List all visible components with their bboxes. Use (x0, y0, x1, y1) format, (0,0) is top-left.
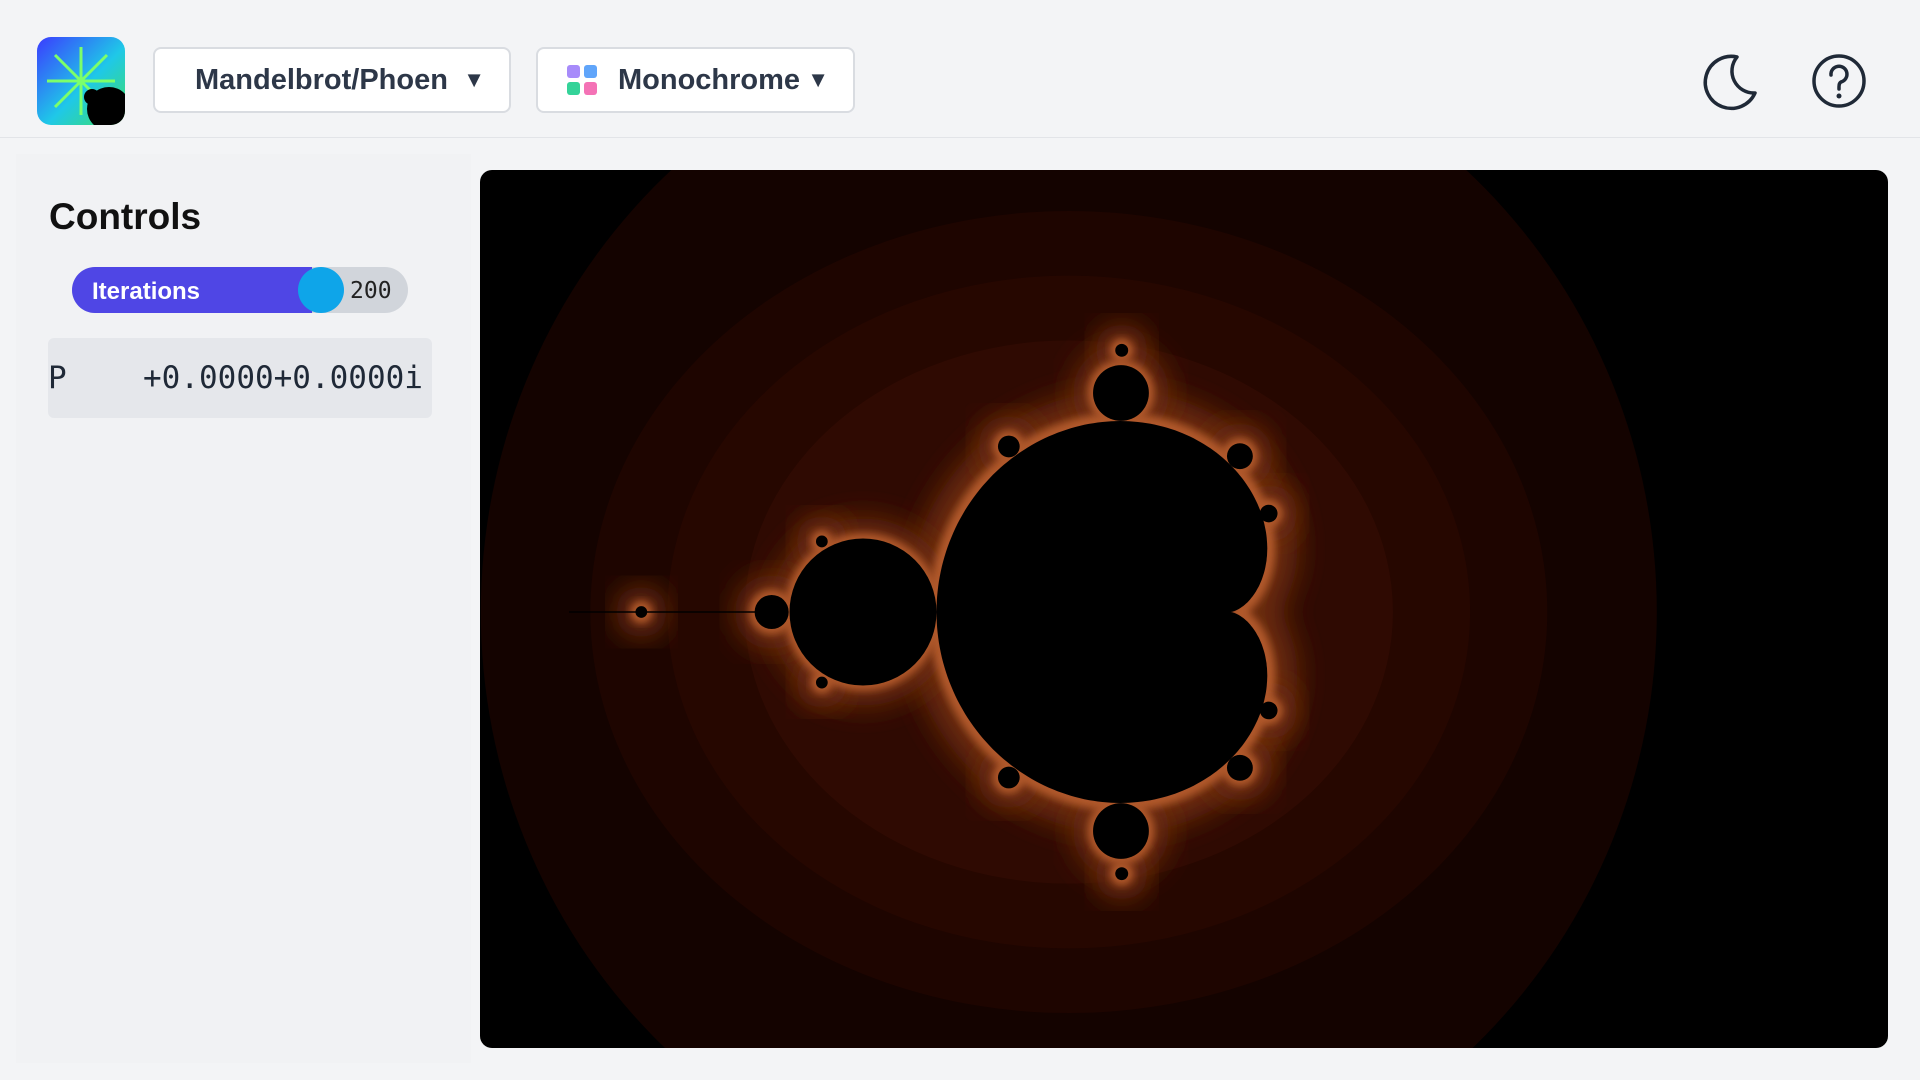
param-label: P (48, 360, 67, 396)
mandelbrot-bulb (1093, 365, 1149, 421)
slider-fill (72, 267, 312, 313)
mandelbrot-bulb (789, 538, 937, 686)
palette-select[interactable]: Monochrome ▼ (536, 47, 855, 113)
palette-icon (567, 65, 597, 95)
param-value: +0.0000+0.0000i (143, 360, 423, 396)
mandelbrot-bulb (997, 435, 1020, 458)
mandelbrot-bulb (1115, 343, 1129, 357)
mandelbrot-bulb (1115, 867, 1129, 881)
help-button[interactable] (1810, 52, 1868, 110)
mandelbrot-bulb (815, 676, 828, 689)
slider-label: Iterations (92, 278, 201, 305)
slider-knob[interactable] (298, 267, 344, 313)
panel-title: Controls (49, 196, 202, 237)
mandelbrot-set (936, 421, 1268, 803)
app-logo[interactable] (37, 37, 125, 125)
mandelbrot-bulb (997, 766, 1020, 789)
header: Mandelbrot/Phoeni ▼ Monochrome ▼ (0, 0, 1920, 138)
fractal-select[interactable]: Mandelbrot/Phoeni ▼ (153, 47, 511, 113)
dropdown-caret: ▼ (807, 67, 829, 92)
fractal-select-text: Mandelbrot/Phoeni (195, 63, 450, 96)
param-field[interactable]: P +0.0000+0.0000i (48, 338, 432, 418)
fractal-canvas[interactable] (480, 170, 1888, 1048)
mandelbrot-bulb (1226, 443, 1253, 470)
dropdown-caret: ▼ (463, 67, 485, 92)
mandelbrot-bulb (1093, 803, 1149, 859)
theme-toggle[interactable] (1697, 49, 1761, 113)
mandelbrot-bulb (815, 535, 828, 548)
palette-select-text: Monochrome (618, 63, 801, 96)
mandelbrot-bulb (1259, 504, 1278, 523)
controls-panel: Controls Iterations 200 P +0.0000+0.0000… (16, 154, 471, 1063)
iterations-slider[interactable]: Iterations 200 (72, 267, 408, 313)
mandelbrot-bulb (1259, 701, 1278, 720)
mandelbrot-bulb (1226, 754, 1253, 781)
slider-value: 200 (350, 278, 392, 304)
